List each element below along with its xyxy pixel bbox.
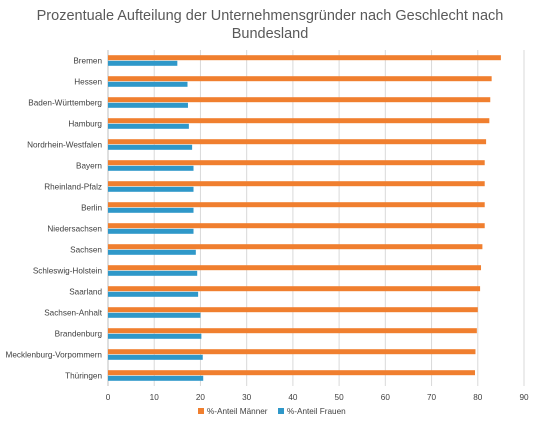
x-tick-label: 90 [519, 393, 529, 402]
category-label: Thüringen [65, 372, 102, 381]
bar-maenner-10 [108, 265, 482, 271]
category-label: Hessen [74, 78, 102, 87]
x-tick-labels: 0 10 20 30 40 50 60 70 80 90 [106, 393, 529, 402]
category-label: Sachsen [70, 246, 102, 255]
bar-maenner-2 [108, 97, 491, 103]
bar-maenner-1 [108, 76, 492, 82]
bar-maenner-12 [108, 307, 478, 313]
bar-maenner-8 [108, 223, 485, 229]
category-label: Rheinland-Pfalz [44, 183, 102, 192]
category-label: Sachsen-Anhalt [44, 309, 103, 318]
bar-frauen-1 [108, 81, 188, 87]
bar-frauen-15 [108, 375, 204, 381]
bar-maenner-3 [108, 118, 490, 124]
legend-swatch-1 [278, 408, 284, 414]
bar-frauen-10 [108, 270, 198, 276]
bar-maenner-0 [108, 55, 501, 61]
bar-frauen-13 [108, 333, 202, 339]
category-label: Niedersachsen [47, 225, 102, 234]
x-tick-label: 20 [196, 393, 206, 402]
x-tick-label: 10 [150, 393, 160, 402]
bar-maenner-6 [108, 181, 485, 187]
bar-maenner-9 [108, 244, 483, 250]
bar-maenner-14 [108, 349, 476, 355]
category-label: Nordrhein-Westfalen [27, 141, 102, 150]
chart-title-line-2: Bundesland [232, 26, 309, 42]
chart-title: Prozentuale Aufteilung der Unternehmensg… [37, 8, 504, 42]
category-label: Schleswig-Holstein [33, 267, 103, 276]
bar-frauen-3 [108, 123, 189, 129]
bar-maenner-11 [108, 286, 481, 292]
bar-frauen-9 [108, 249, 196, 255]
bar-frauen-5 [108, 165, 194, 171]
bar-frauen-6 [108, 186, 194, 192]
bar-maenner-13 [108, 328, 477, 334]
category-label: Bayern [76, 162, 102, 171]
bar-frauen-2 [108, 102, 188, 108]
category-label: Baden-Württemberg [28, 99, 102, 108]
bar-frauen-0 [108, 60, 178, 66]
legend-swatch-0 [198, 408, 204, 414]
category-labels: Bremen Hessen Baden-Württemberg Hamburg Nord… [6, 57, 103, 381]
x-tick-label: 60 [381, 393, 391, 402]
x-tick-label: 30 [242, 393, 252, 402]
x-tick-label: 50 [335, 393, 345, 402]
bar-frauen-12 [108, 312, 201, 318]
category-label: Hamburg [68, 120, 102, 129]
category-label: Brandenburg [55, 330, 103, 339]
bar-maenner-7 [108, 202, 485, 208]
bar-frauen-14 [108, 354, 203, 360]
legend-label-0: %-Anteil Männer [207, 407, 268, 416]
x-tick-label: 70 [427, 393, 437, 402]
bars [108, 55, 501, 381]
category-label: Berlin [81, 204, 102, 213]
x-tick-label: 0 [106, 393, 111, 402]
bar-maenner-15 [108, 370, 476, 376]
category-label: Bremen [73, 57, 102, 66]
bar-frauen-11 [108, 291, 199, 297]
legend-label-1: %-Anteil Frauen [287, 407, 346, 416]
bar-frauen-7 [108, 207, 194, 213]
legend: %-Anteil Männer %-Anteil Frauen [198, 407, 346, 416]
category-label: Mecklenburg-Vorpommern [6, 351, 103, 360]
x-tick-label: 80 [473, 393, 483, 402]
bar-frauen-4 [108, 144, 193, 150]
category-label: Saarland [69, 288, 102, 297]
bar-maenner-4 [108, 139, 487, 145]
bar-frauen-8 [108, 228, 194, 234]
bar-maenner-5 [108, 160, 485, 166]
chart-title-line-1: Prozentuale Aufteilung der Unternehmensg… [37, 8, 504, 24]
x-tick-label: 40 [288, 393, 298, 402]
